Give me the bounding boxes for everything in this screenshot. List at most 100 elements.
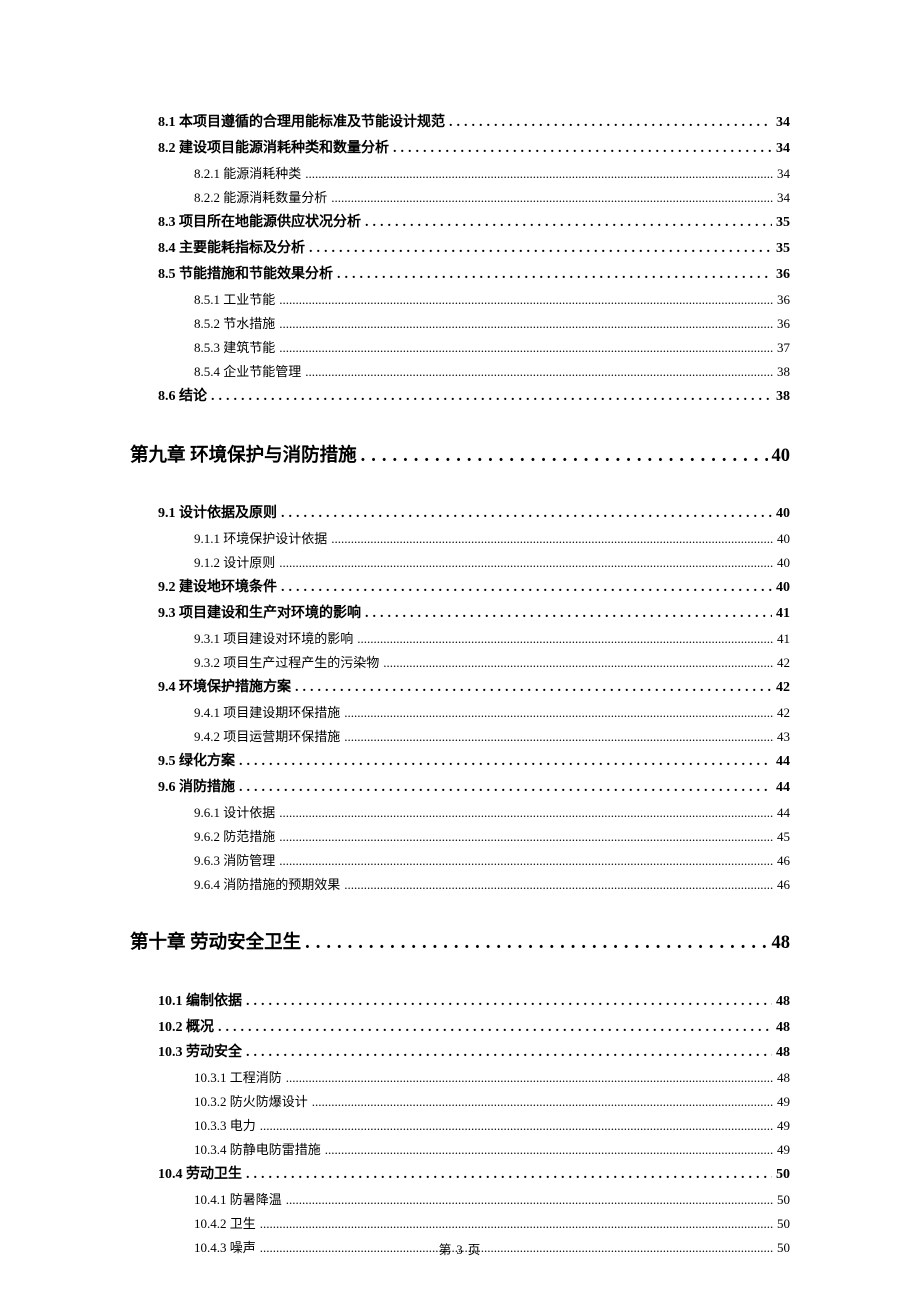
- toc-leader: [305, 360, 773, 384]
- toc-entry-level-2: 10.1 编制依据48: [158, 989, 790, 1015]
- toc-entry-level-3: 8.5.3 建筑节能37: [194, 336, 790, 360]
- toc-page-number: 43: [777, 725, 790, 749]
- toc-page-number: 48: [776, 1015, 790, 1041]
- toc-label: 10.3.4 防静电防雷措施: [194, 1138, 321, 1162]
- toc-leader: [331, 186, 773, 210]
- toc-label: 9.5 绿化方案: [158, 749, 235, 775]
- toc-page-number: 40: [776, 501, 790, 527]
- toc-entry-level-2: 8.4 主要能耗指标及分析35: [158, 236, 790, 262]
- toc-page-number: 36: [776, 262, 790, 288]
- toc-page-number: 48: [777, 1066, 790, 1090]
- toc-page-number: 38: [776, 384, 790, 410]
- toc-page-number: 40: [772, 442, 791, 472]
- toc-page-number: 42: [777, 701, 790, 725]
- toc-page-number: 41: [776, 601, 790, 627]
- toc-label: 10.3.2 防火防爆设计: [194, 1090, 308, 1114]
- toc-leader: [286, 1066, 773, 1090]
- toc-entry-level-3: 9.3.2 项目生产过程产生的污染物 42: [194, 651, 790, 675]
- toc-entry-level-3: 9.6.4 消防措施的预期效果46: [194, 873, 790, 897]
- toc-entry-level-1: 第九章 环境保护与消防措施 40: [130, 442, 790, 472]
- toc-entry-level-2: 10.4 劳动卫生 50: [158, 1162, 790, 1188]
- toc-leader: [449, 110, 772, 136]
- toc-entry-level-3: 10.4.2 卫生50: [194, 1212, 790, 1236]
- toc-leader: [325, 1138, 773, 1162]
- toc-entry-level-2: 8.1 本项目遵循的合理用能标准及节能设计规范 34: [158, 110, 790, 136]
- toc-label: 9.2 建设地环境条件: [158, 575, 277, 601]
- toc-page-number: 42: [776, 675, 790, 701]
- toc-leader: [305, 162, 773, 186]
- toc-entry-level-2: 9.4 环境保护措施方案 42: [158, 675, 790, 701]
- toc-entry-level-2: 10.2 概况 48: [158, 1015, 790, 1041]
- toc-label: 8.1 本项目遵循的合理用能标准及节能设计规范: [158, 110, 445, 136]
- toc-label: 8.5.3 建筑节能: [194, 336, 275, 360]
- toc-label: 第九章 环境保护与消防措施: [130, 442, 357, 472]
- toc-label: 10.3.1 工程消防: [194, 1066, 282, 1090]
- toc-page-number: 34: [776, 110, 790, 136]
- toc-leader: [279, 849, 773, 873]
- page-number-label: 第 3 页: [439, 1243, 482, 1257]
- toc-entry-level-3: 10.3.2 防火防爆设计 49: [194, 1090, 790, 1114]
- toc-label: 9.1 设计依据及原则: [158, 501, 277, 527]
- toc-leader: [295, 675, 772, 701]
- toc-leader: [218, 1015, 772, 1041]
- toc-label: 9.4.1 项目建设期环保措施: [194, 701, 340, 725]
- toc-page-number: 48: [776, 1040, 790, 1066]
- toc-label: 10.4 劳动卫生: [158, 1162, 242, 1188]
- toc-page-number: 35: [776, 236, 790, 262]
- toc-label: 8.5.4 企业节能管理: [194, 360, 301, 384]
- toc-label: 9.3.2 项目生产过程产生的污染物: [194, 651, 379, 675]
- toc-entry-level-2: 9.2 建设地环境条件40: [158, 575, 790, 601]
- toc-label: 9.4 环境保护措施方案: [158, 675, 291, 701]
- toc-leader: [211, 384, 772, 410]
- toc-label: 8.2 建设项目能源消耗种类和数量分析: [158, 136, 389, 162]
- toc-leader: [279, 825, 773, 849]
- toc-page-number: 36: [777, 288, 790, 312]
- toc-label: 9.6.1 设计依据: [194, 801, 275, 825]
- toc-leader: [286, 1188, 773, 1212]
- toc-label: 8.3 项目所在地能源供应状况分析: [158, 210, 361, 236]
- toc-entry-level-2: 9.1 设计依据及原则 40: [158, 501, 790, 527]
- toc-leader: [246, 1040, 772, 1066]
- toc-label: 8.5 节能措施和节能效果分析: [158, 262, 333, 288]
- toc-leader: [281, 501, 772, 527]
- toc-label: 10.2 概况: [158, 1015, 214, 1041]
- toc-label: 8.6 结论: [158, 384, 207, 410]
- toc-label: 9.6.4 消防措施的预期效果: [194, 873, 340, 897]
- toc-page-number: 42: [777, 651, 790, 675]
- toc-leader: [383, 651, 773, 675]
- toc-leader: [344, 701, 773, 725]
- toc-label: 9.1.1 环境保护设计依据: [194, 527, 327, 551]
- toc-entry-level-3: 8.5.2 节水措施36: [194, 312, 790, 336]
- toc-page-number: 34: [776, 136, 790, 162]
- toc-leader: [279, 312, 773, 336]
- toc-page-number: 49: [777, 1090, 790, 1114]
- toc-page-number: 34: [777, 162, 790, 186]
- toc-page-number: 45: [777, 825, 790, 849]
- toc-entry-level-3: 10.3.1 工程消防 48: [194, 1066, 790, 1090]
- toc-leader: [361, 442, 768, 472]
- toc-label: 8.5.2 节水措施: [194, 312, 275, 336]
- toc-entry-level-2: 8.5 节能措施和节能效果分析 36: [158, 262, 790, 288]
- toc-leader: [246, 989, 772, 1015]
- toc-entry-level-2: 9.5 绿化方案44: [158, 749, 790, 775]
- toc-leader: [260, 1212, 773, 1236]
- toc-entry-level-3: 8.2.2 能源消耗数量分析34: [194, 186, 790, 210]
- toc-leader: [337, 262, 772, 288]
- toc-leader: [309, 236, 772, 262]
- toc-label: 10.3.3 电力: [194, 1114, 256, 1138]
- toc-entry-level-2: 10.3 劳动安全48: [158, 1040, 790, 1066]
- toc-page-number: 44: [776, 775, 790, 801]
- toc-entry-level-3: 9.1.1 环境保护设计依据40: [194, 527, 790, 551]
- toc-entry-level-3: 10.4.1 防暑降温50: [194, 1188, 790, 1212]
- toc-page-number: 50: [777, 1212, 790, 1236]
- toc-page-number: 50: [777, 1188, 790, 1212]
- toc-entry-level-2: 8.2 建设项目能源消耗种类和数量分析 34: [158, 136, 790, 162]
- toc-label: 10.1 编制依据: [158, 989, 242, 1015]
- toc-entry-level-3: 9.4.1 项目建设期环保措施 42: [194, 701, 790, 725]
- toc-page-number: 38: [777, 360, 790, 384]
- toc-page-number: 40: [777, 551, 790, 575]
- toc-leader: [279, 551, 773, 575]
- toc-page-number: 46: [777, 849, 790, 873]
- toc-page-number: 50: [776, 1162, 790, 1188]
- toc-entry-level-2: 8.3 项目所在地能源供应状况分析35: [158, 210, 790, 236]
